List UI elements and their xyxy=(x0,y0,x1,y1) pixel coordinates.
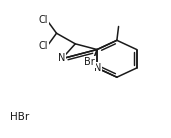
Text: HBr: HBr xyxy=(10,112,29,122)
Text: Cl: Cl xyxy=(39,41,48,51)
Text: Cl: Cl xyxy=(39,15,48,25)
Text: N: N xyxy=(58,54,65,63)
Text: N: N xyxy=(94,63,102,73)
Text: Br: Br xyxy=(84,57,95,67)
